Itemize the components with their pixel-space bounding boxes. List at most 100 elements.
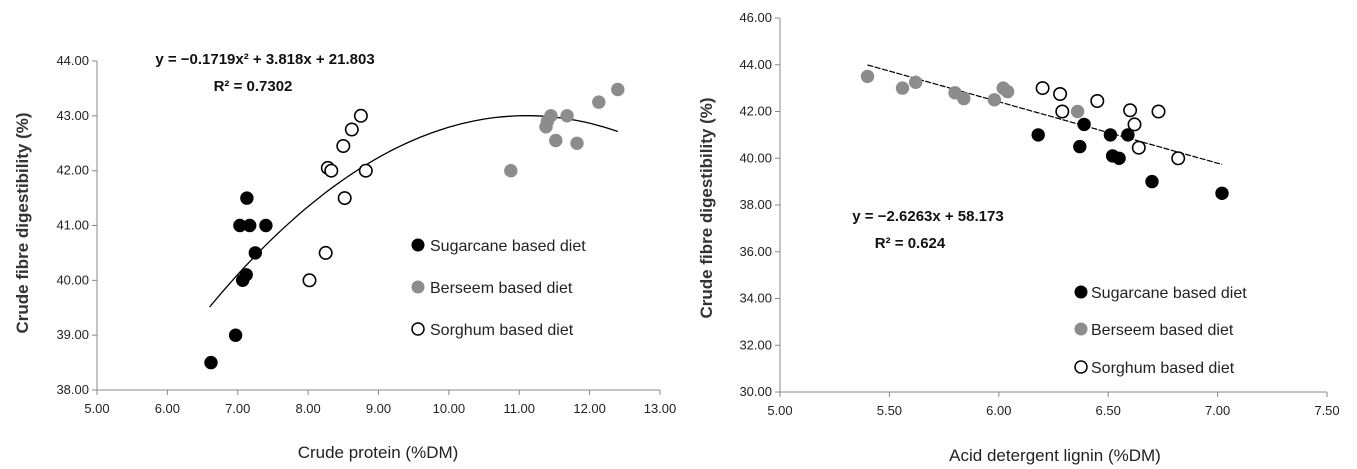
- y-tick-label: 36.00: [739, 244, 772, 259]
- point-sugarcane: [228, 328, 243, 342]
- point-sorghum: [336, 139, 351, 154]
- chart-left-ylabel: Crude fibre digestibility (%): [13, 112, 32, 333]
- point-sugarcane: [248, 246, 263, 260]
- point-berseem: [549, 133, 563, 148]
- x-tick-label: 12.00: [573, 401, 606, 416]
- legend-label-sorghum: Sorghum based diet: [430, 322, 574, 339]
- point-sorghum: [1090, 94, 1105, 109]
- x-tick-label: 7.00: [225, 401, 250, 416]
- point-sorghum: [1123, 103, 1138, 118]
- legend-label-sugarcane: Sugarcane based diet: [1091, 285, 1247, 302]
- point-berseem: [987, 93, 1002, 107]
- legend-marker-berseem: [411, 280, 425, 294]
- chart-right-ylabel: Crude fibre digestibility (%): [697, 97, 716, 318]
- point-berseem: [504, 164, 518, 178]
- x-tick-label: 6.00: [986, 403, 1011, 418]
- chart-left-axes: 38.00 39.00 40.00 41.00 42.00 43.00 44.00 5.00 6…: [56, 53, 676, 416]
- chart-left-r2: R² = 0.7302: [214, 78, 293, 95]
- point-sugarcane: [259, 218, 273, 233]
- point-sorghum: [358, 163, 373, 178]
- y-tick-label: 30.00: [739, 384, 772, 399]
- y-tick-label: 41.00: [56, 218, 89, 233]
- legend-marker-sugarcane: [411, 238, 425, 252]
- point-berseem: [560, 109, 574, 123]
- legend-label-sugarcane: Sugarcane based diet: [430, 238, 586, 255]
- y-tick-label: 34.00: [739, 291, 772, 306]
- point-sorghum: [302, 273, 317, 288]
- point-sugarcane: [1112, 151, 1126, 166]
- y-tick-label: 44.00: [739, 57, 772, 72]
- point-sugarcane: [1073, 139, 1087, 154]
- y-tick-label: 38.00: [739, 197, 772, 212]
- point-sorghum: [1127, 117, 1142, 132]
- chart-left-xlabel: Crude protein (%DM): [298, 443, 459, 462]
- y-tick-label: 44.00: [56, 53, 89, 68]
- y-tick-label: 42.00: [739, 104, 772, 119]
- point-berseem: [611, 82, 625, 97]
- point-sugarcane: [243, 218, 257, 233]
- x-tick-label: 6.50: [1096, 403, 1121, 418]
- y-tick-label: 40.00: [56, 272, 89, 287]
- right-trendline-path: [867, 64, 1223, 165]
- point-berseem: [1070, 104, 1085, 119]
- point-sorghum: [1151, 104, 1166, 119]
- point-sugarcane: [1145, 174, 1159, 189]
- x-tick-label: 8.00: [295, 401, 320, 416]
- point-berseem: [570, 136, 584, 151]
- point-sugarcane: [1077, 117, 1091, 132]
- y-tick-label: 40.00: [739, 150, 772, 165]
- y-tick-label: 46.00: [739, 10, 772, 25]
- chart-left-points: [204, 82, 625, 370]
- chart-right: Crude fibre digestibility (%) Acid deter…: [697, 10, 1340, 465]
- point-berseem: [592, 95, 606, 109]
- chart-right-equation: y = −2.6263x + 58.173: [852, 208, 1003, 225]
- point-sorghum: [353, 108, 368, 123]
- point-sugarcane: [1215, 186, 1229, 201]
- point-sugarcane: [240, 191, 254, 205]
- point-sugarcane: [1031, 128, 1045, 142]
- legend-marker-sorghum: [1074, 360, 1088, 374]
- x-tick-label: 10.00: [433, 401, 466, 416]
- point-sorghum: [337, 191, 352, 206]
- x-tick-label: 6.00: [155, 401, 180, 416]
- legend-label-sorghum: Sorghum based diet: [1091, 360, 1235, 377]
- point-sugarcane: [1103, 128, 1118, 142]
- point-sugarcane: [204, 355, 218, 370]
- legend-marker-sugarcane: [1074, 285, 1088, 299]
- point-sorghum: [324, 163, 339, 178]
- point-sugarcane: [1121, 128, 1135, 142]
- x-tick-label: 9.00: [366, 401, 391, 416]
- x-tick-label: 11.00: [503, 401, 535, 416]
- legend-label-berseem: Berseem based diet: [1091, 322, 1234, 339]
- x-tick-label: 5.50: [877, 403, 902, 418]
- point-berseem: [895, 81, 910, 95]
- x-tick-label: 5.00: [767, 403, 792, 418]
- chart-right-trendline: [867, 64, 1223, 165]
- legend-marker-berseem: [1074, 322, 1088, 336]
- point-sugarcane: [239, 268, 253, 282]
- point-berseem: [957, 91, 971, 106]
- point-sorghum: [1055, 104, 1070, 119]
- legend-label-berseem: Berseem based diet: [430, 280, 573, 297]
- chart-right-xlabel: Acid detergent lignin (%DM): [949, 446, 1161, 465]
- x-tick-label: 7.00: [1205, 403, 1230, 418]
- point-sorghum: [1171, 151, 1186, 166]
- y-tick-label: 42.00: [56, 163, 89, 178]
- chart-left-legend: Sugarcane based diet Berseem based diet …: [411, 238, 586, 339]
- y-tick-label: 43.00: [56, 108, 89, 123]
- x-tick-label: 7.50: [1314, 403, 1339, 418]
- chart-right-legend: Sugarcane based diet Berseem based diet …: [1074, 285, 1247, 377]
- y-tick-label: 38.00: [56, 382, 89, 397]
- x-tick-label: 13.00: [644, 401, 677, 416]
- chart-right-r2: R² = 0.624: [875, 235, 946, 252]
- y-tick-label: 39.00: [56, 327, 89, 342]
- x-tick-label: 5.00: [84, 401, 109, 416]
- point-berseem: [544, 109, 558, 123]
- point-berseem: [1000, 84, 1015, 99]
- point-sorghum: [1035, 81, 1050, 96]
- chart-right-axes: 30.00 32.00 34.00 36.00 38.00 40.00 42.00 44.00…: [739, 10, 1339, 418]
- chart-left: Crude fibre digestibility (%) Crude prot…: [13, 51, 676, 462]
- chart-right-points: [860, 69, 1229, 201]
- chart-left-equation: y = −0.1719x² + 3.818x + 21.803: [155, 51, 374, 68]
